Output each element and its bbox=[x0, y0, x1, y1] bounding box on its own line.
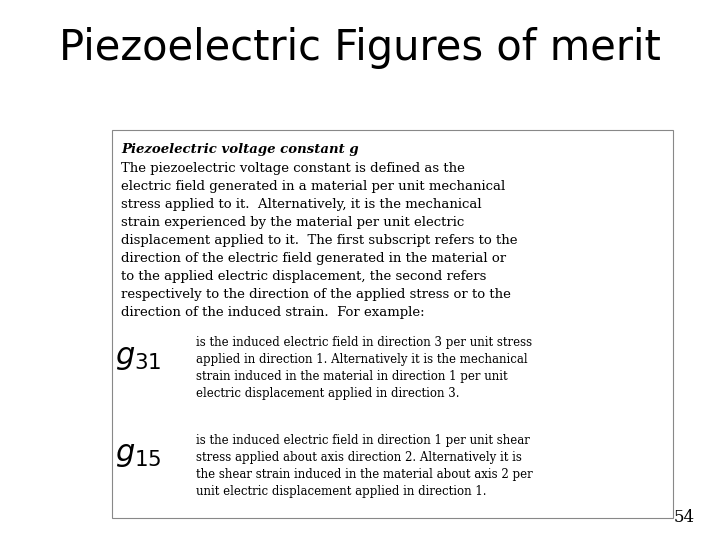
Text: Piezoelectric Figures of merit: Piezoelectric Figures of merit bbox=[59, 27, 661, 69]
Text: $g_{31}$: $g_{31}$ bbox=[115, 343, 161, 372]
FancyBboxPatch shape bbox=[112, 130, 673, 518]
Text: is the induced electric field in direction 1 per unit shear
stress applied about: is the induced electric field in directi… bbox=[196, 434, 533, 498]
Text: The piezoelectric voltage constant is defined as the
electric field generated in: The piezoelectric voltage constant is de… bbox=[121, 162, 518, 319]
Text: 54: 54 bbox=[674, 510, 695, 526]
Text: Piezoelectric voltage constant g: Piezoelectric voltage constant g bbox=[121, 143, 359, 156]
Text: $g_{15}$: $g_{15}$ bbox=[115, 440, 161, 469]
Text: is the induced electric field in direction 3 per unit stress
applied in directio: is the induced electric field in directi… bbox=[196, 336, 532, 400]
